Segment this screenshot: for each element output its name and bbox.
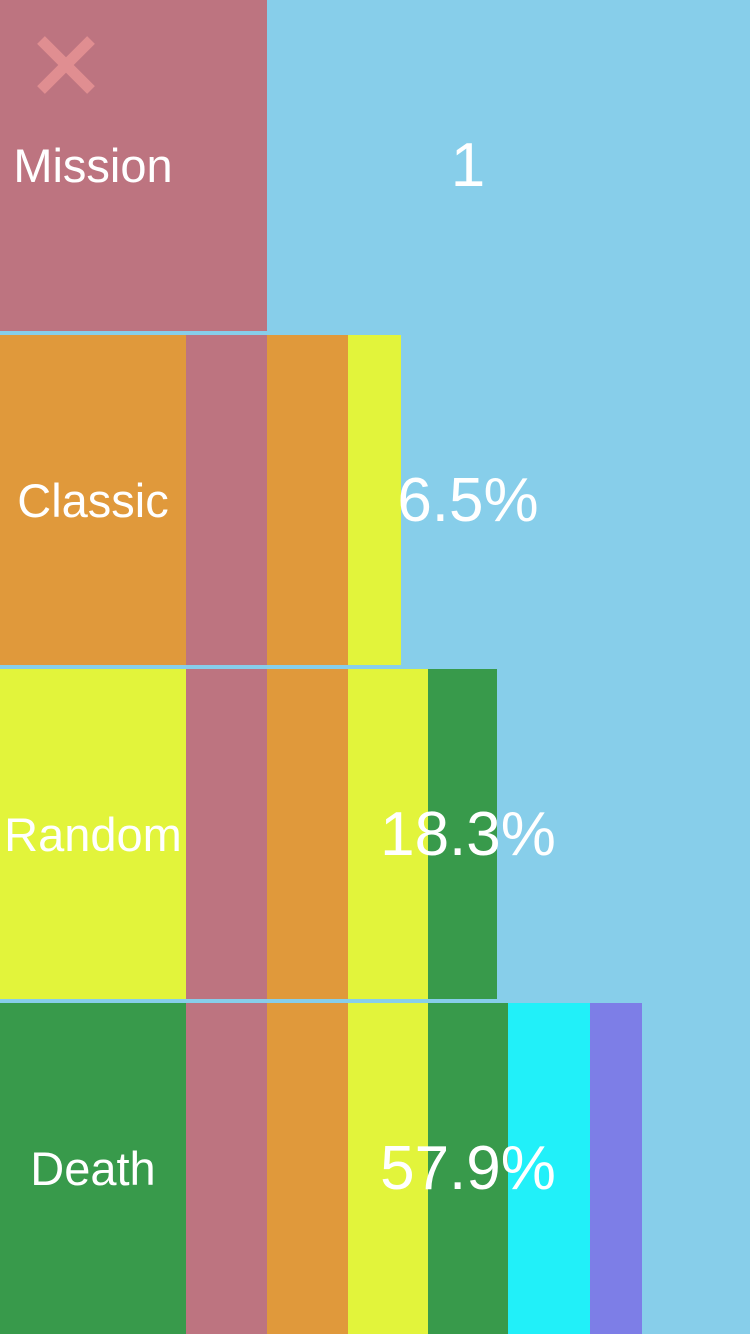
mode-row-mission[interactable]: Mission 1 — [0, 0, 750, 331]
bar-segment-rose — [186, 335, 267, 665]
bar-segment-green — [428, 1003, 508, 1334]
stripe-track — [186, 1003, 642, 1334]
bar-segment-purple — [590, 1003, 642, 1334]
mode-label-block: Random — [0, 669, 186, 999]
mode-row-death[interactable]: Death 57.9% — [0, 1003, 750, 1334]
bar-segment-orange — [267, 1003, 348, 1334]
mode-label: Death — [30, 1142, 156, 1195]
stripe-track — [186, 0, 267, 331]
bar-segment-rose — [186, 0, 267, 331]
mode-row-classic[interactable]: Classic 6.5% — [0, 335, 750, 665]
mode-label-block: Classic — [0, 335, 186, 665]
mode-label: Mission — [13, 139, 173, 192]
stripe-track — [186, 335, 401, 665]
mode-label: Classic — [17, 473, 169, 527]
mode-row-random[interactable]: Random 18.3% — [0, 669, 750, 999]
mode-value: 1 — [450, 131, 486, 200]
bar-segment-orange — [267, 335, 348, 665]
close-button[interactable] — [31, 30, 101, 100]
bar-segment-cyan — [508, 1003, 590, 1334]
bar-segment-yellow — [348, 669, 428, 999]
bar-segment-rose — [186, 1003, 267, 1334]
bar-segment-green — [428, 669, 497, 999]
stripe-track — [186, 669, 497, 999]
x-close-icon — [37, 36, 95, 94]
bar-segment-yellow — [348, 1003, 428, 1334]
bar-segment-yellow — [348, 335, 401, 665]
mode-label-block: Death — [0, 1003, 186, 1334]
bar-segment-orange — [267, 669, 348, 999]
bar-segment-rose — [186, 669, 267, 999]
mode-label-block: Mission — [0, 0, 186, 331]
mode-label: Random — [4, 807, 182, 861]
